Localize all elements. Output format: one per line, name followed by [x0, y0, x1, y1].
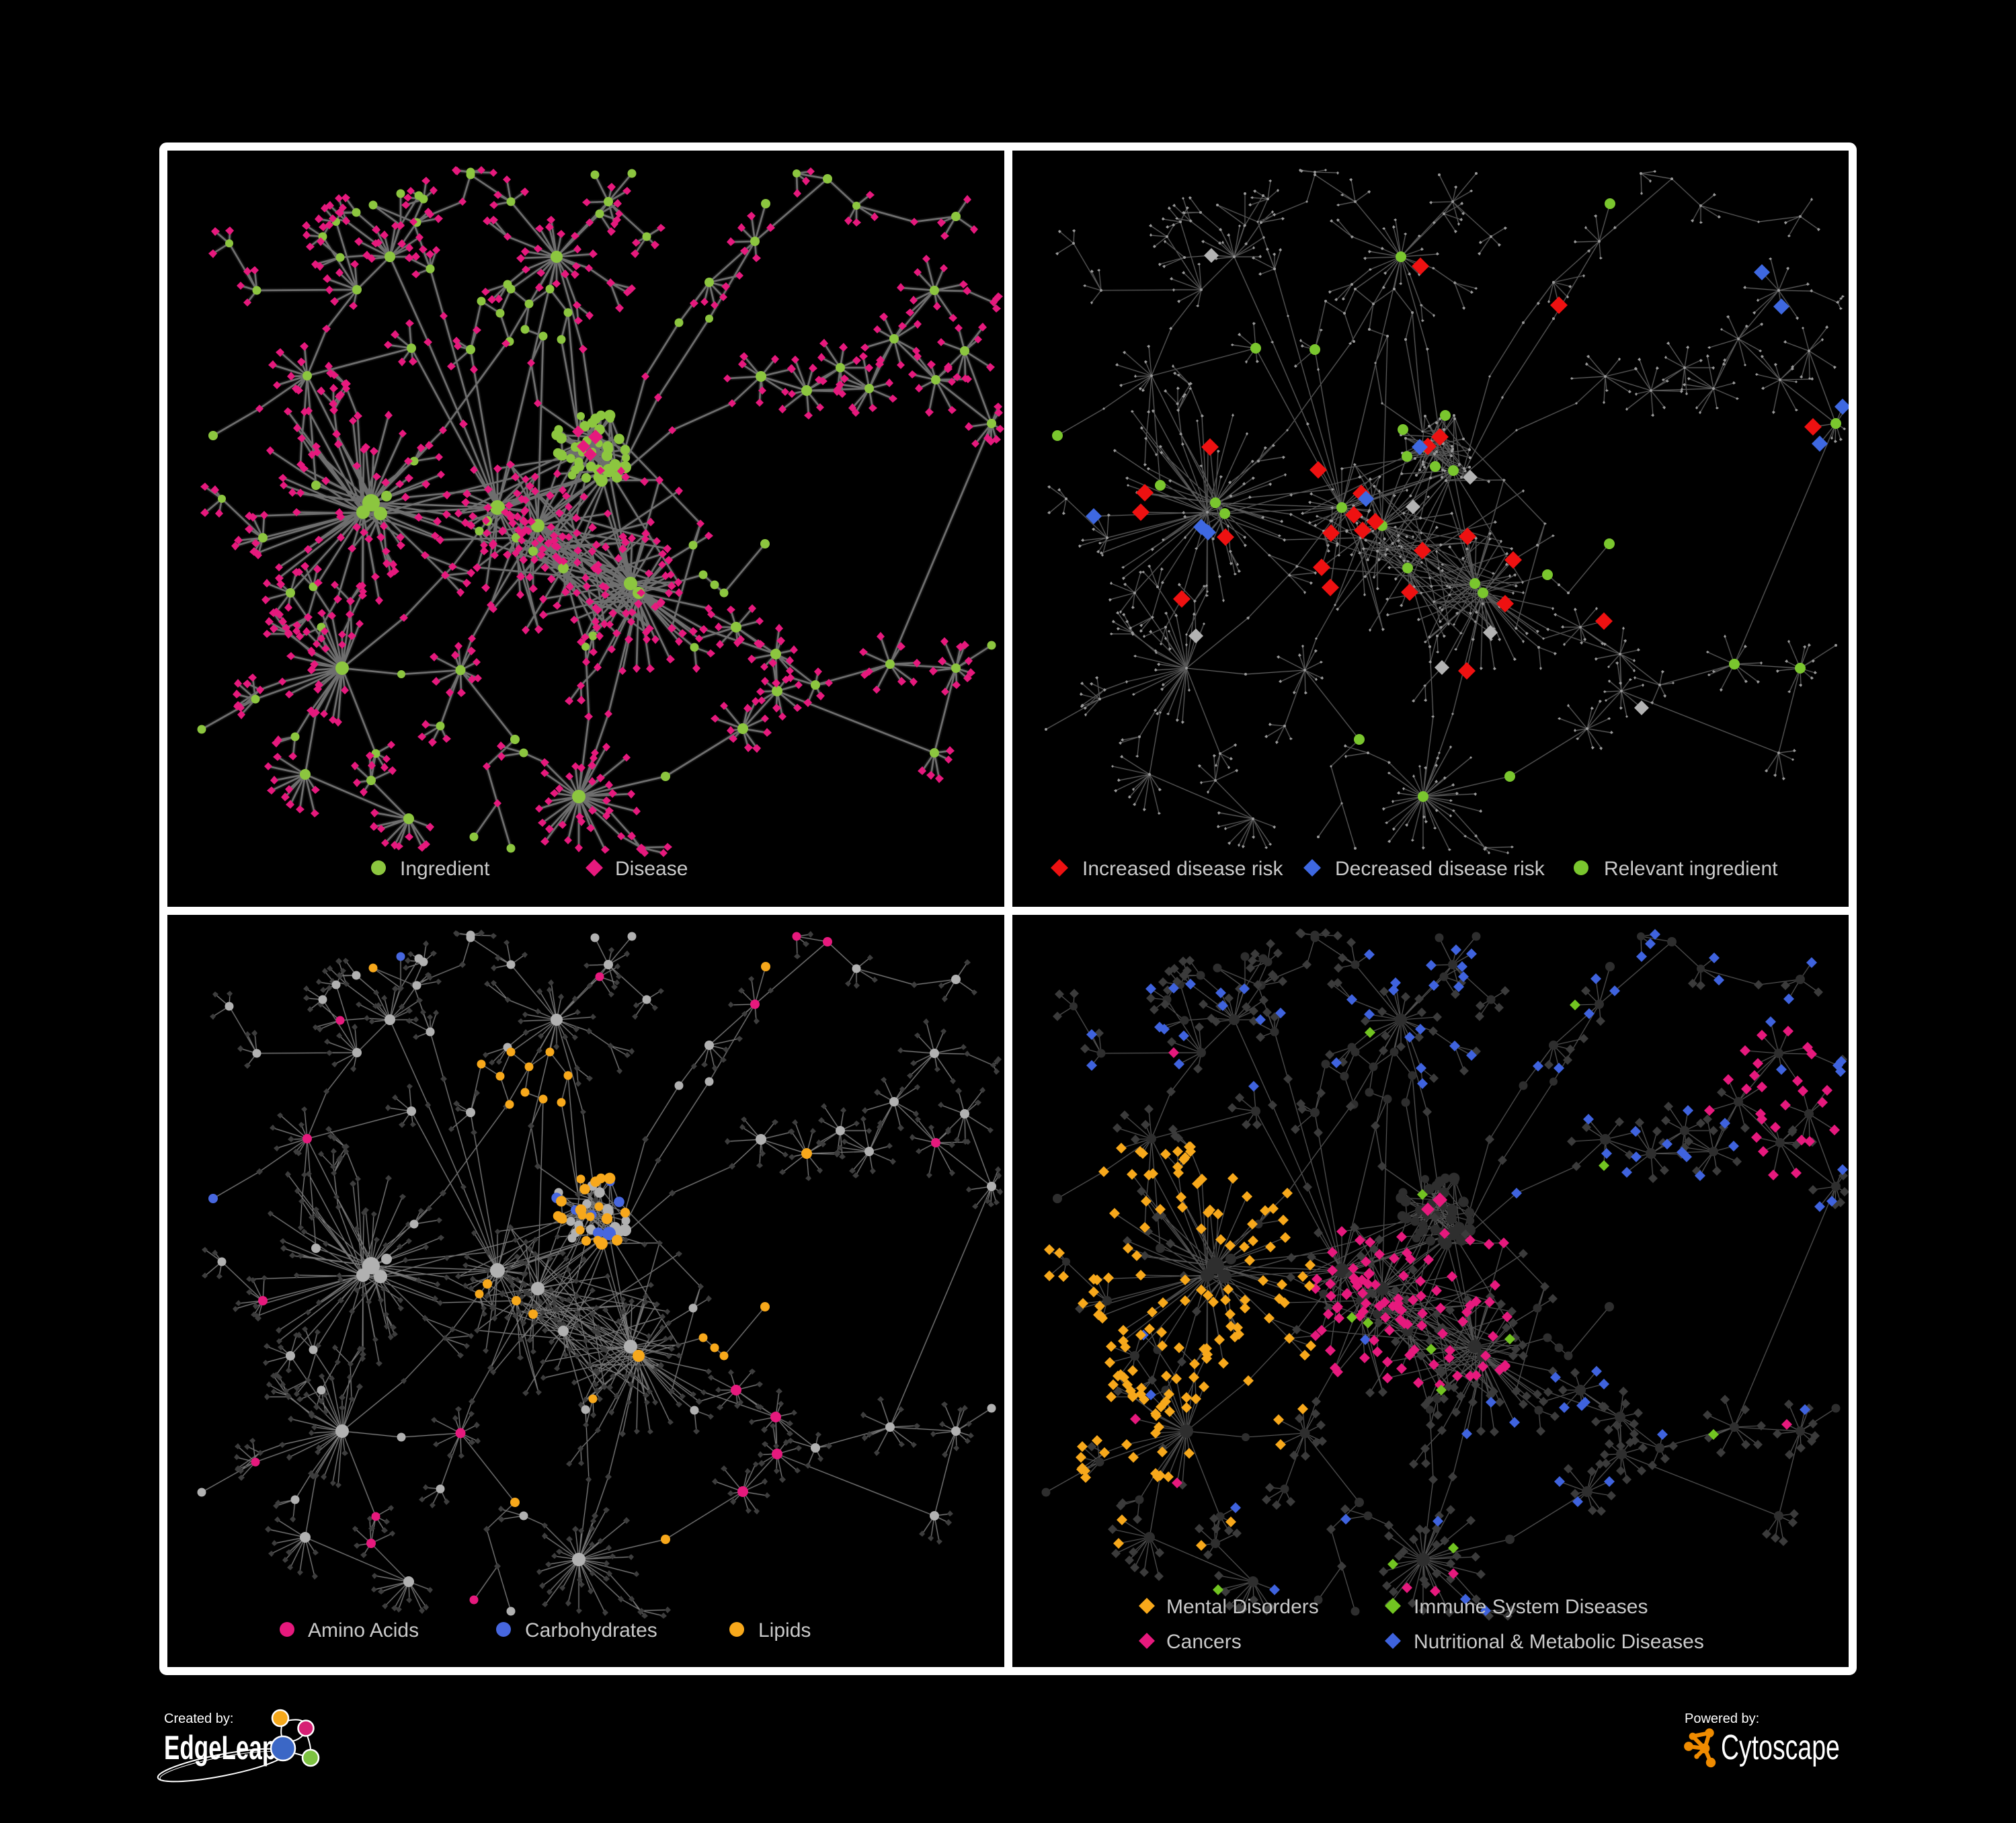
svg-text:Lipids: Lipids	[758, 1619, 811, 1642]
svg-text:Nutritional & Metabolic Diseas: Nutritional & Metabolic Diseases	[1414, 1631, 1704, 1653]
svg-text:Decreased disease risk: Decreased disease risk	[1335, 858, 1545, 880]
svg-text:Increased disease risk: Increased disease risk	[1082, 858, 1283, 880]
svg-text:Created by:: Created by:	[164, 1711, 233, 1726]
svg-text:EdgeLeap: EdgeLeap	[164, 1730, 276, 1767]
svg-text:Cytoscape: Cytoscape	[1721, 1728, 1840, 1767]
svg-text:Ingredient: Ingredient	[400, 858, 490, 880]
svg-text:Powered by:: Powered by:	[1685, 1711, 1759, 1726]
svg-text:Carbohydrates: Carbohydrates	[525, 1619, 657, 1642]
svg-text:Amino Acids: Amino Acids	[308, 1619, 419, 1642]
svg-text:Mental Disorders: Mental Disorders	[1166, 1596, 1319, 1618]
svg-text:Relevant ingredient: Relevant ingredient	[1604, 858, 1778, 880]
svg-text:Disease: Disease	[615, 858, 688, 880]
svg-text:Cancers: Cancers	[1166, 1631, 1242, 1653]
svg-text:Immune System Diseases: Immune System Diseases	[1414, 1596, 1648, 1618]
